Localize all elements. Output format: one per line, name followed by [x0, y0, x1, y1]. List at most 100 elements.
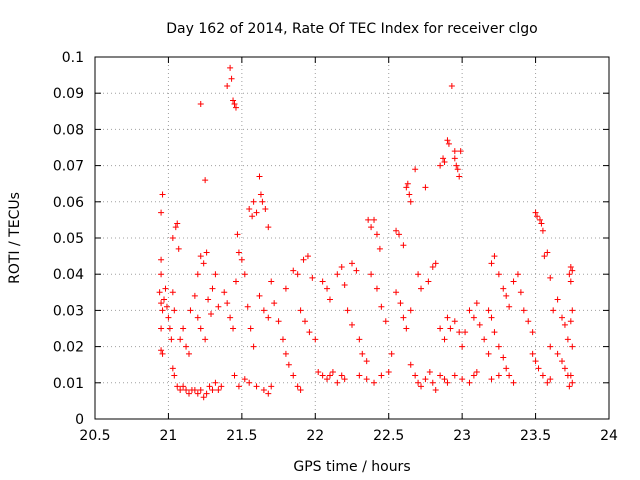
data-point [567, 263, 574, 270]
data-point [326, 296, 333, 303]
data-point [230, 97, 237, 104]
y-tick-label: 0.01 [53, 376, 84, 392]
data-point [476, 321, 483, 328]
data-point [341, 282, 348, 289]
data-point [488, 376, 495, 383]
data-point [500, 354, 507, 361]
data-point [425, 278, 432, 285]
data-point [309, 274, 316, 281]
data-point [451, 148, 458, 155]
data-point [319, 278, 326, 285]
data-point [197, 325, 204, 332]
data-point [385, 368, 392, 375]
data-point [246, 379, 253, 386]
data-point [168, 336, 175, 343]
data-point [294, 271, 301, 278]
data-point [547, 274, 554, 281]
data-point [265, 390, 272, 397]
data-point [171, 307, 178, 314]
data-point [415, 271, 422, 278]
data-point [376, 245, 383, 252]
data-point [444, 314, 451, 321]
data-point [344, 307, 351, 314]
data-point [224, 300, 231, 307]
data-point [356, 336, 363, 343]
data-point [165, 314, 172, 321]
data-point [569, 267, 576, 274]
data-point [403, 325, 410, 332]
data-point [459, 343, 466, 350]
data-point [378, 372, 385, 379]
data-point [547, 376, 554, 383]
data-point [306, 329, 313, 336]
data-point [177, 336, 184, 343]
data-point [231, 101, 238, 108]
data-point [256, 292, 263, 299]
data-point [209, 285, 216, 292]
data-point [569, 307, 576, 314]
data-point [241, 271, 248, 278]
data-point [232, 278, 239, 285]
data-point [285, 361, 292, 368]
data-point [437, 325, 444, 332]
data-point [230, 325, 237, 332]
data-point [373, 285, 380, 292]
data-point [338, 263, 345, 270]
data-point [451, 318, 458, 325]
data-point [567, 318, 574, 325]
data-point [566, 271, 573, 278]
data-point [495, 271, 502, 278]
y-tick-label: 0.07 [53, 159, 84, 175]
data-point [200, 260, 207, 267]
data-point [567, 372, 574, 379]
x-tick-label: 22.5 [373, 428, 404, 444]
data-point [169, 289, 176, 296]
data-point [197, 101, 204, 108]
data-point [271, 300, 278, 307]
data-point [470, 314, 477, 321]
data-point [279, 336, 286, 343]
data-point [454, 166, 461, 173]
data-point [256, 173, 263, 180]
data-point [172, 224, 179, 231]
data-point [418, 383, 425, 390]
data-point [234, 231, 241, 238]
data-point [224, 82, 231, 89]
x-axis-label: GPS time / hours [293, 459, 410, 475]
data-point [247, 325, 254, 332]
data-point [529, 350, 536, 357]
data-point [426, 368, 433, 375]
data-point [275, 318, 282, 325]
data-point [466, 307, 473, 314]
x-tick-label: 22 [306, 428, 324, 444]
data-point [510, 278, 517, 285]
data-point [174, 383, 181, 390]
data-point [231, 372, 238, 379]
data-point [250, 343, 257, 350]
data-point [547, 343, 554, 350]
data-point [395, 231, 402, 238]
data-point [451, 372, 458, 379]
data-point [241, 376, 248, 383]
data-point [418, 285, 425, 292]
data-point [441, 376, 448, 383]
data-point [440, 155, 447, 162]
data-point [221, 289, 228, 296]
data-point [371, 379, 378, 386]
data-point [473, 368, 480, 375]
data-point [514, 271, 521, 278]
data-point [412, 166, 419, 173]
data-point [209, 387, 216, 394]
x-tick-label: 23.5 [520, 428, 551, 444]
data-point [462, 329, 469, 336]
x-tick-label: 21.5 [226, 428, 257, 444]
data-point [437, 162, 444, 169]
x-tick-label: 23 [453, 428, 471, 444]
data-point [437, 372, 444, 379]
data-point [228, 75, 235, 82]
data-point [550, 307, 557, 314]
data-point [259, 198, 266, 205]
data-point [363, 376, 370, 383]
data-point [488, 260, 495, 267]
data-point [297, 387, 304, 394]
